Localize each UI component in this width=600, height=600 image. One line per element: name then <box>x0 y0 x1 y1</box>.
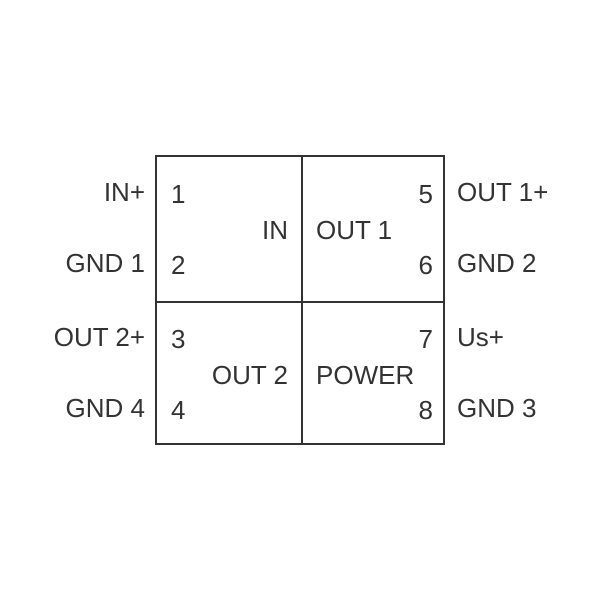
pin-8-number: 8 <box>419 397 433 423</box>
pin-4-number: 4 <box>171 397 185 423</box>
pin-7-number: 7 <box>419 326 433 352</box>
cell-power-label: POWER <box>316 362 414 388</box>
cell-out2: OUT 2 3 4 <box>157 302 302 447</box>
cell-out1: OUT 1 5 6 <box>302 157 447 302</box>
diagram-stage: IN 1 2 OUT 1 5 6 OUT 2 3 4 POWER7 8 IN+ GND 1 OUT 1+… <box>0 0 600 600</box>
pin-2-number: 2 <box>171 252 185 278</box>
cell-power: POWER7 8 <box>302 302 447 447</box>
pin-5-number: 5 <box>419 181 433 207</box>
cell-out1-label: OUT 1 <box>316 217 392 243</box>
pin-4-label: GND 4 <box>66 395 145 421</box>
cell-in-label: IN <box>262 217 288 243</box>
terminal-grid: IN 1 2 OUT 1 5 6 OUT 2 3 4 POWER7 8 <box>155 155 445 445</box>
pin-3-label: OUT 2+ <box>54 324 145 350</box>
pin-5-label: OUT 1+ <box>457 179 548 205</box>
pin-2-label: GND 1 <box>66 250 145 276</box>
pin-6-number: 6 <box>419 252 433 278</box>
cell-out2-label: OUT 2 <box>212 362 288 388</box>
cell-in: IN 1 2 <box>157 157 302 302</box>
pin-3-number: 3 <box>171 326 185 352</box>
pin-6-label: GND 2 <box>457 250 536 276</box>
pin-1-number: 1 <box>171 181 185 207</box>
pin-8-label: GND 3 <box>457 395 536 421</box>
pin-1-label: IN+ <box>104 179 145 205</box>
pin-7-label: Us+ <box>457 324 504 350</box>
